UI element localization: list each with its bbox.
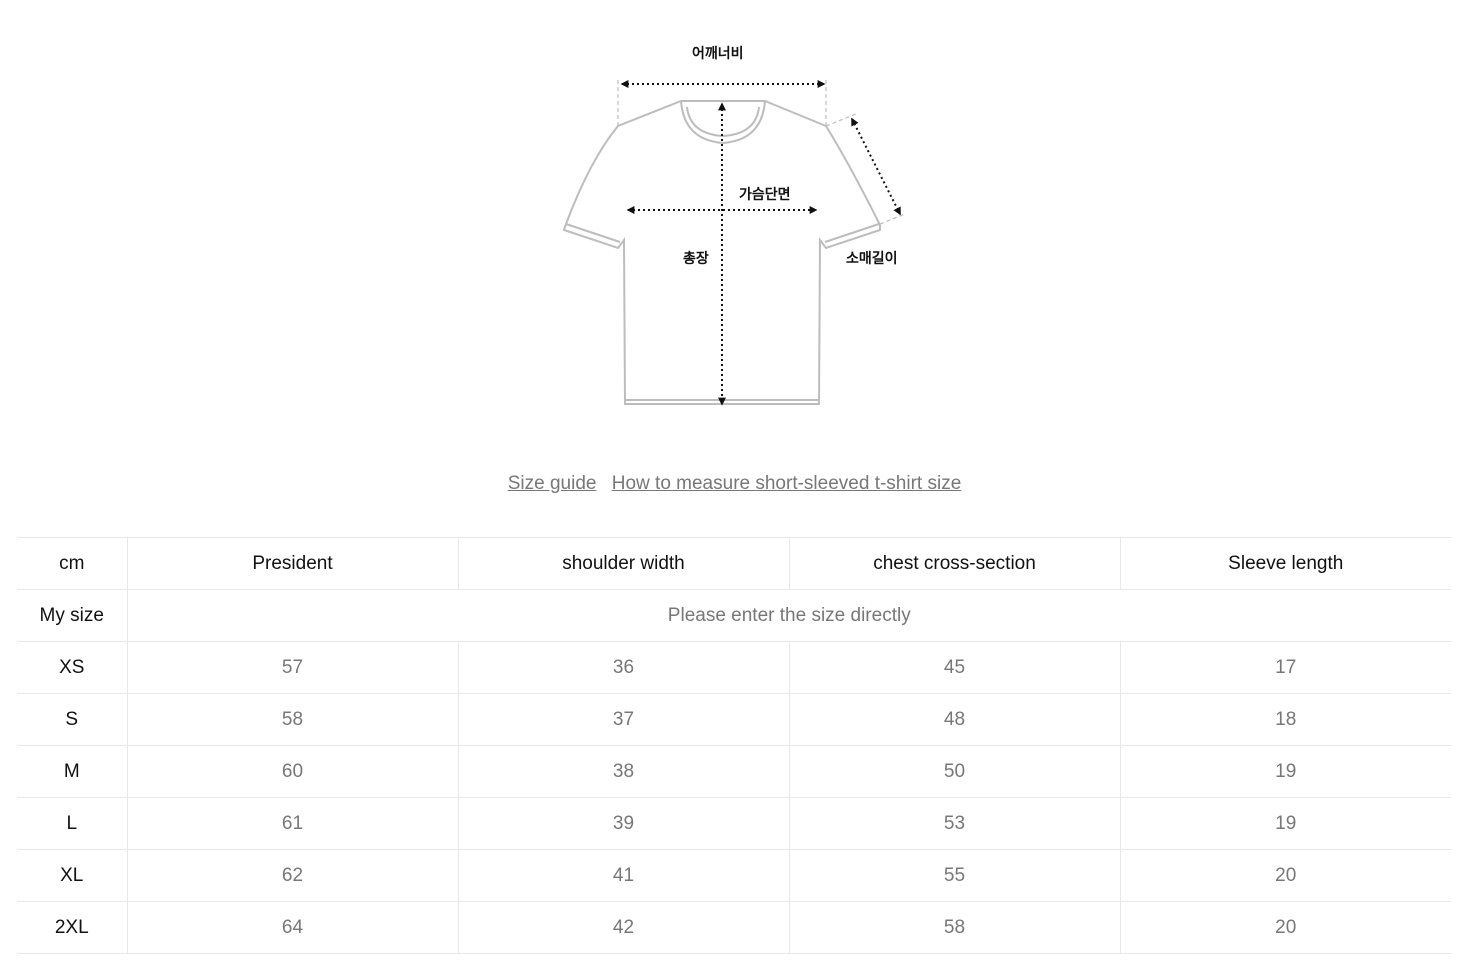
size-value: 53 xyxy=(788,797,1120,850)
size-value: 61 xyxy=(126,797,458,850)
size-value: 57 xyxy=(126,641,458,694)
shoulder-label: 어깨너비 xyxy=(692,46,744,62)
size-value: 37 xyxy=(457,693,789,746)
chest-label: 가슴단면 xyxy=(739,187,791,203)
table-row: M 60 38 50 19 xyxy=(17,745,1451,798)
table-row: XS 57 36 45 17 xyxy=(17,641,1451,694)
size-value: 20 xyxy=(1119,901,1451,954)
my-size-row: My size Please enter the size directly xyxy=(17,589,1451,642)
tshirt-outline xyxy=(562,80,906,405)
size-value: 39 xyxy=(457,797,789,850)
size-value: 55 xyxy=(788,849,1120,902)
size-value: 48 xyxy=(788,693,1120,746)
header-cell: Sleeve length xyxy=(1119,537,1451,590)
table-row: 2XL 64 42 58 20 xyxy=(17,901,1451,954)
size-value: 58 xyxy=(126,693,458,746)
size-label: L xyxy=(17,797,127,850)
how-to-measure-link[interactable]: How to measure short-sleeved t-shirt siz… xyxy=(611,473,962,494)
size-label: XL xyxy=(17,849,127,902)
size-value: 36 xyxy=(457,641,789,694)
table-row: S 58 37 48 18 xyxy=(17,693,1451,746)
header-cell: cm xyxy=(17,537,127,590)
guide-links: Size guide How to measure short-sleeved … xyxy=(0,473,1469,495)
size-value: 19 xyxy=(1119,797,1451,850)
size-label: XS xyxy=(17,641,127,694)
size-value: 60 xyxy=(126,745,458,798)
header-cell: chest cross-section xyxy=(788,537,1120,590)
sleeve-arrow xyxy=(851,117,901,216)
size-label: 2XL xyxy=(17,901,127,954)
my-size-input[interactable]: Please enter the size directly xyxy=(126,589,1451,642)
size-value: 19 xyxy=(1119,745,1451,798)
size-value: 58 xyxy=(788,901,1120,954)
table-row: XL 62 41 55 20 xyxy=(17,849,1451,902)
size-label: S xyxy=(17,693,127,746)
length-label: 총장 xyxy=(683,251,709,267)
size-value: 17 xyxy=(1119,641,1451,694)
size-table: cm President shoulder width chest cross-… xyxy=(17,537,1451,954)
my-size-label: My size xyxy=(17,589,127,642)
tshirt-measurement-diagram xyxy=(562,80,906,406)
size-value: 62 xyxy=(126,849,458,902)
size-value: 18 xyxy=(1119,693,1451,746)
size-label: M xyxy=(17,745,127,798)
size-value: 42 xyxy=(457,901,789,954)
table-row: L 61 39 53 19 xyxy=(17,797,1451,850)
measurement-arrows xyxy=(620,80,901,406)
size-value: 64 xyxy=(126,901,458,954)
header-cell: President xyxy=(126,537,458,590)
size-value: 45 xyxy=(788,641,1120,694)
size-guide-link[interactable]: Size guide xyxy=(507,473,597,494)
sleeve-label: 소매길이 xyxy=(846,251,898,267)
header-cell: shoulder width xyxy=(457,537,789,590)
size-value: 20 xyxy=(1119,849,1451,902)
size-value: 41 xyxy=(457,849,789,902)
size-value: 38 xyxy=(457,745,789,798)
table-header-row: cm President shoulder width chest cross-… xyxy=(17,537,1451,590)
size-value: 50 xyxy=(788,745,1120,798)
